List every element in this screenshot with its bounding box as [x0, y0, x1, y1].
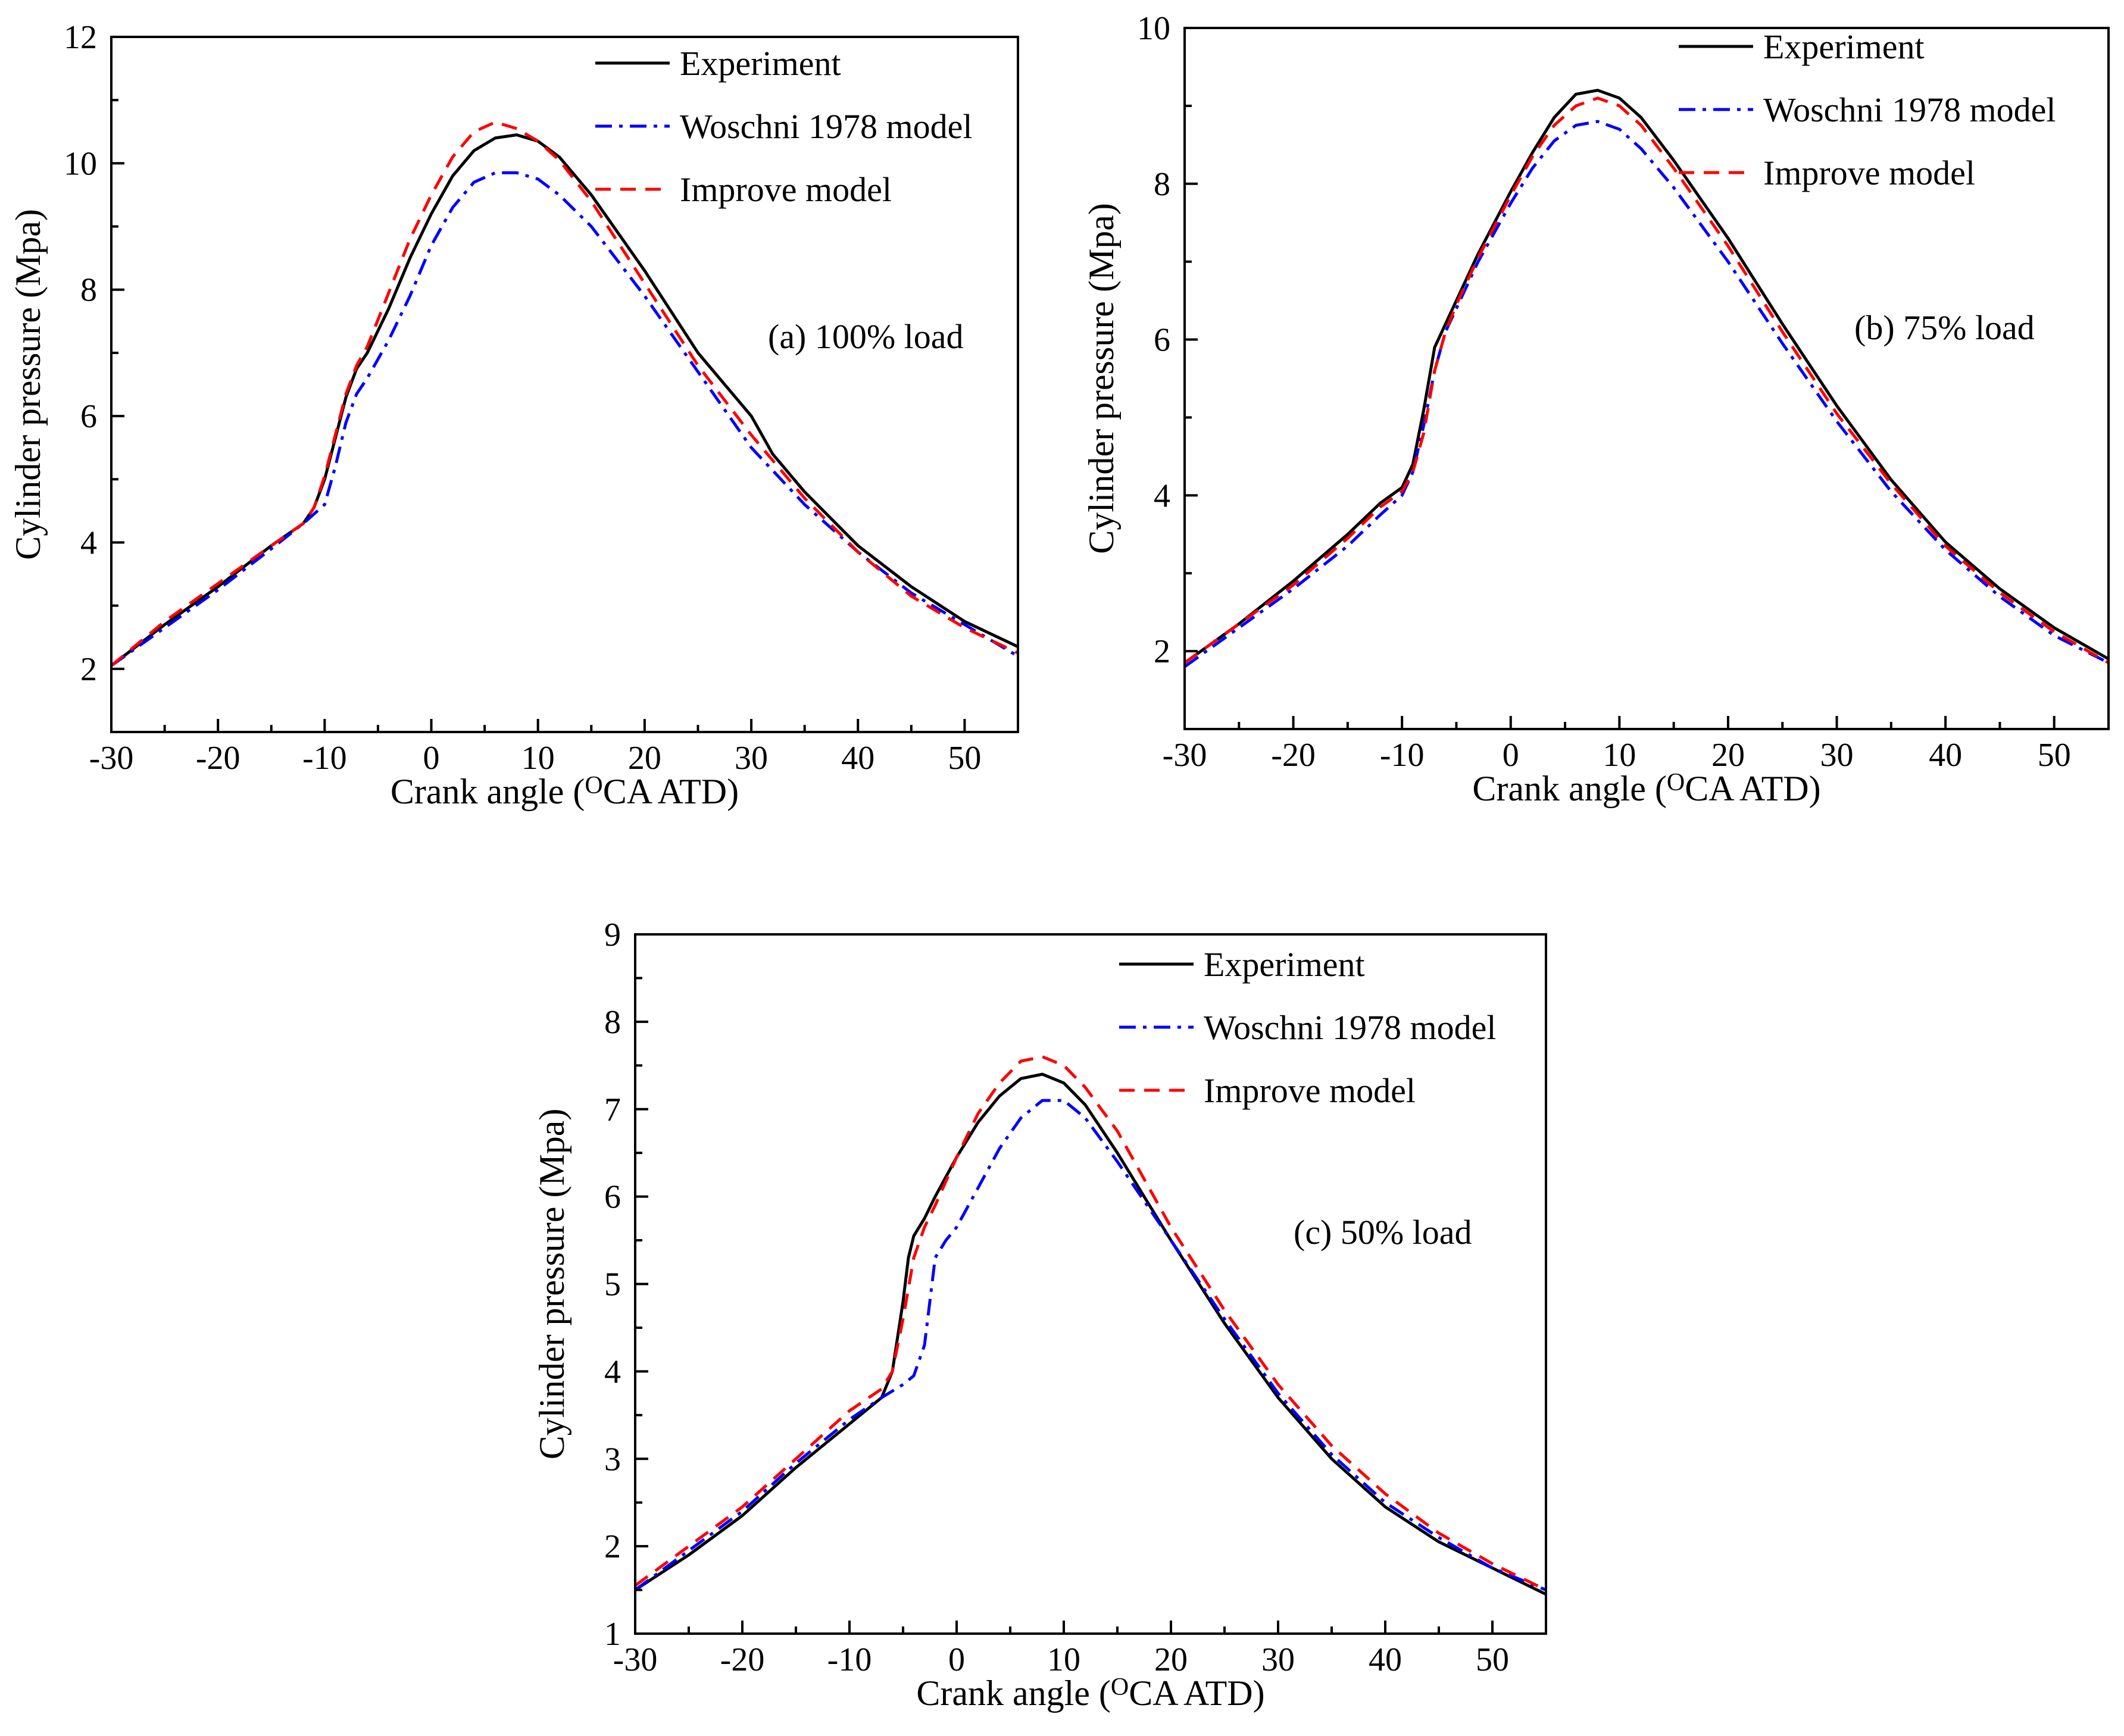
y-tick-label: 8: [80, 272, 97, 309]
x-tick-label: 30: [735, 740, 768, 777]
x-tick-label: -30: [89, 740, 134, 777]
x-tick-label: 50: [948, 740, 981, 777]
series-line-woschni-1978-model: [635, 1099, 1546, 1591]
y-tick-label: 9: [604, 917, 621, 953]
y-tick-label: 10: [64, 145, 97, 182]
x-axis-title-degree: O: [585, 772, 602, 799]
y-tick-label: 12: [64, 19, 97, 56]
panel-annotation: (b) 75% load: [1854, 308, 2035, 347]
x-tick-label: 0: [948, 1641, 965, 1678]
legend-label: Improve model: [680, 170, 892, 209]
series-line-improve-model: [635, 1055, 1546, 1591]
x-tick-label: -20: [1271, 737, 1316, 774]
y-tick-label: 6: [1154, 322, 1170, 359]
legend-label: Experiment: [680, 44, 841, 83]
y-axis-title: Cylinder pressure (Mpa): [532, 1109, 571, 1460]
legend-label: Woschni 1978 model: [1204, 1008, 1497, 1047]
y-tick-label: 8: [1154, 166, 1170, 203]
panel-annotation: (a) 100% load: [768, 317, 964, 356]
x-tick-label: 20: [628, 740, 661, 777]
x-axis-title-prefix: Crank angle (: [1472, 769, 1667, 808]
series-line-improve-model: [1185, 96, 2109, 664]
x-tick-label: -30: [1163, 737, 1207, 774]
y-tick-label: 5: [604, 1266, 621, 1303]
x-axis-title: Crank angle (OCA ATD): [1472, 769, 1820, 808]
x-tick-label: 0: [1503, 737, 1519, 774]
y-tick-label: 6: [80, 398, 97, 435]
x-tick-label: 20: [1154, 1641, 1188, 1678]
x-tick-label: -30: [613, 1641, 658, 1678]
y-tick-label: 1: [604, 1616, 621, 1653]
x-axis-title-prefix: Crank angle (: [916, 1674, 1111, 1713]
x-tick-label: 40: [1929, 737, 1962, 774]
y-tick-label: 10: [1137, 10, 1170, 47]
y-tick-label: 2: [1154, 633, 1170, 670]
x-tick-label: 10: [1603, 737, 1636, 774]
x-tick-label: 50: [2038, 737, 2071, 774]
plot-frame: [1183, 27, 2110, 730]
x-tick-label: -20: [720, 1641, 765, 1678]
x-tick-label: 40: [1369, 1641, 1402, 1678]
x-tick-label: 40: [841, 740, 874, 777]
legend-label: Improve model: [1763, 154, 1975, 192]
y-tick-label: 8: [604, 1004, 621, 1041]
y-axis-title: Cylinder pressure (Mpa): [1082, 203, 1121, 554]
x-tick-label: -20: [196, 740, 240, 777]
plot-frame: [110, 36, 1019, 733]
series-line-woschni-1978-model: [111, 171, 1018, 667]
series-line-woschni-1978-model: [1185, 120, 2109, 668]
legend-label: Woschni 1978 model: [680, 107, 973, 146]
y-tick-label: 7: [604, 1091, 621, 1128]
y-tick-label: 4: [604, 1353, 621, 1390]
series-line-improve-model: [111, 120, 1018, 667]
y-tick-label: 4: [80, 524, 97, 561]
series-line-experiment: [635, 1072, 1546, 1596]
x-axis-title-degree: O: [1111, 1674, 1129, 1701]
x-tick-label: 10: [1047, 1641, 1080, 1678]
x-tick-label: 50: [1476, 1641, 1509, 1678]
x-tick-label: 20: [1711, 737, 1745, 774]
series-line-experiment: [111, 133, 1018, 667]
x-axis-title-prefix: Crank angle (: [391, 772, 585, 811]
legend-label: Improve model: [1204, 1071, 1416, 1110]
x-axis-title-suffix: CA ATD): [603, 772, 739, 811]
x-tick-label: 0: [423, 740, 440, 777]
y-tick-label: 4: [1154, 477, 1170, 514]
chart-panel-a: -30 -20 -10 0 10 20 30 40 50 2 4 6 8 10 12 Crank angle …: [8, 19, 1019, 811]
x-tick-label: -10: [302, 740, 347, 777]
x-axis-title: Crank angle (OCA ATD): [391, 772, 739, 811]
y-tick-label: 3: [604, 1441, 621, 1478]
x-axis-title-suffix: CA ATD): [1129, 1674, 1264, 1713]
x-tick-label: 30: [1261, 1641, 1295, 1678]
y-tick-label: 6: [604, 1179, 621, 1216]
x-axis-title-suffix: CA ATD): [1685, 769, 1820, 808]
x-axis-title-degree: O: [1667, 769, 1685, 796]
x-tick-label: 30: [1820, 737, 1854, 774]
x-tick-label: -10: [1380, 737, 1425, 774]
x-axis-title: Crank angle (OCA ATD): [916, 1674, 1264, 1713]
panel-annotation: (c) 50% load: [1294, 1213, 1472, 1252]
y-tick-label: 2: [604, 1528, 621, 1565]
y-axis-title: Cylinder pressure (Mpa): [8, 209, 48, 560]
x-tick-label: -10: [827, 1641, 872, 1678]
y-tick-label: 2: [80, 651, 97, 688]
x-tick-label: 10: [521, 740, 555, 777]
chart-panel-c: -30 -20 -10 0 10 20 30 40 50 1 2 3 4 5 6 7 8 9 Crank angle…: [532, 917, 1547, 1713]
legend-label: Experiment: [1763, 27, 1925, 66]
series-line-experiment: [1185, 89, 2109, 664]
legend-label: Woschni 1978 model: [1763, 90, 2056, 129]
legend-label: Experiment: [1204, 945, 1365, 984]
